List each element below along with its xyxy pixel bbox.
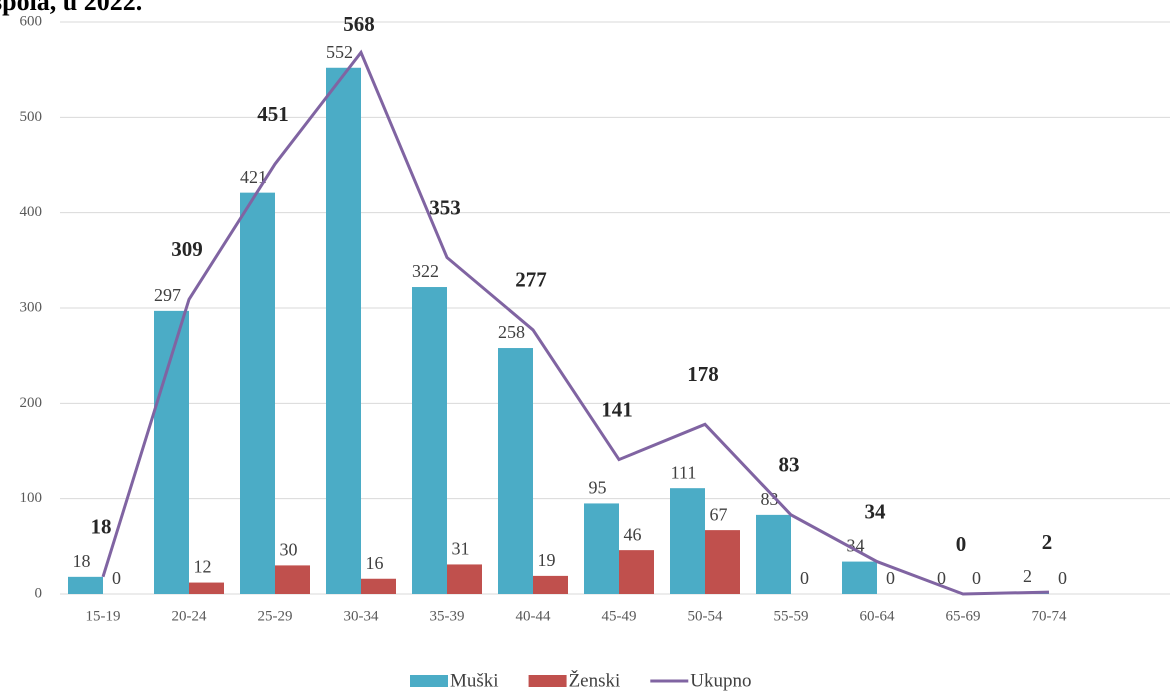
- bar: [756, 514, 791, 594]
- data-label: 19: [538, 550, 556, 570]
- total-label: 18: [91, 515, 112, 539]
- total-label: 353: [429, 195, 461, 219]
- x-tick-label: 25-29: [258, 608, 293, 624]
- bar: [619, 550, 654, 594]
- data-label: 83: [761, 489, 779, 509]
- bar: [361, 578, 396, 594]
- total-label: 0: [956, 532, 967, 556]
- bar: [447, 564, 482, 594]
- x-tick-label: 70-74: [1032, 608, 1067, 624]
- data-label: 0: [937, 568, 946, 588]
- bar: [670, 488, 705, 594]
- data-label: 31: [452, 539, 470, 559]
- data-label: 0: [972, 568, 981, 588]
- total-label: 178: [687, 362, 719, 386]
- data-label: 12: [194, 557, 212, 577]
- bar: [842, 561, 877, 594]
- y-tick-label: 0: [35, 585, 43, 601]
- x-tick-label: 30-34: [344, 608, 379, 624]
- x-tick-label: 45-49: [602, 608, 637, 624]
- data-label: 111: [671, 462, 697, 482]
- legend-swatch: [410, 675, 448, 687]
- data-label: 2: [1023, 566, 1032, 586]
- total-label: 34: [865, 499, 887, 523]
- data-label: 258: [498, 322, 525, 342]
- bar: [412, 287, 447, 594]
- total-label: 2: [1042, 530, 1053, 554]
- bar: [189, 582, 224, 594]
- x-tick-label: 35-39: [430, 608, 465, 624]
- total-label: 83: [779, 453, 800, 477]
- data-label: 552: [326, 42, 353, 62]
- total-label: 568: [343, 12, 375, 36]
- data-label: 18: [73, 551, 91, 571]
- total-label: 309: [171, 237, 203, 261]
- bar: [68, 576, 103, 594]
- x-tick-label: 20-24: [172, 608, 207, 624]
- legend-label: Muški: [450, 670, 499, 691]
- legend-swatch: [528, 675, 567, 687]
- data-label: 0: [886, 568, 895, 588]
- bar: [498, 348, 533, 594]
- total-label: 451: [257, 102, 289, 126]
- data-label: 0: [800, 568, 809, 588]
- total-label: 277: [515, 268, 547, 292]
- x-tick-label: 60-64: [860, 608, 895, 624]
- data-label: 46: [624, 524, 642, 544]
- data-label: 0: [1058, 568, 1067, 588]
- bar: [533, 575, 568, 594]
- legend-label: Ukupno: [690, 670, 751, 691]
- x-tick-label: 15-19: [86, 608, 121, 624]
- bar: [584, 503, 619, 594]
- x-tick-label: 55-59: [774, 608, 809, 624]
- data-label: 30: [280, 540, 298, 560]
- bar: [705, 530, 740, 594]
- y-tick-label: 500: [20, 109, 43, 125]
- chart-title: spola, u 2022.: [0, 0, 142, 16]
- x-tick-label: 40-44: [516, 608, 551, 624]
- x-tick-label: 50-54: [688, 608, 723, 624]
- data-label: 67: [710, 504, 728, 524]
- data-label: 0: [112, 568, 121, 588]
- bar: [275, 565, 310, 594]
- y-tick-label: 100: [20, 490, 43, 506]
- line: [101, 49, 1050, 596]
- y-tick-label: 300: [20, 299, 43, 315]
- data-label: 297: [154, 285, 181, 305]
- total-label: 141: [601, 397, 633, 421]
- data-label: 421: [240, 167, 267, 187]
- y-tick-label: 600: [20, 13, 43, 29]
- y-tick-label: 400: [20, 204, 43, 220]
- legend-label: Ženski: [569, 669, 621, 691]
- y-tick-label: 200: [20, 395, 43, 411]
- bar: [240, 192, 275, 594]
- data-label: 322: [412, 261, 439, 281]
- bar: [326, 67, 361, 594]
- data-label: 16: [366, 553, 384, 573]
- data-label: 95: [589, 478, 607, 498]
- x-tick-label: 65-69: [946, 608, 981, 624]
